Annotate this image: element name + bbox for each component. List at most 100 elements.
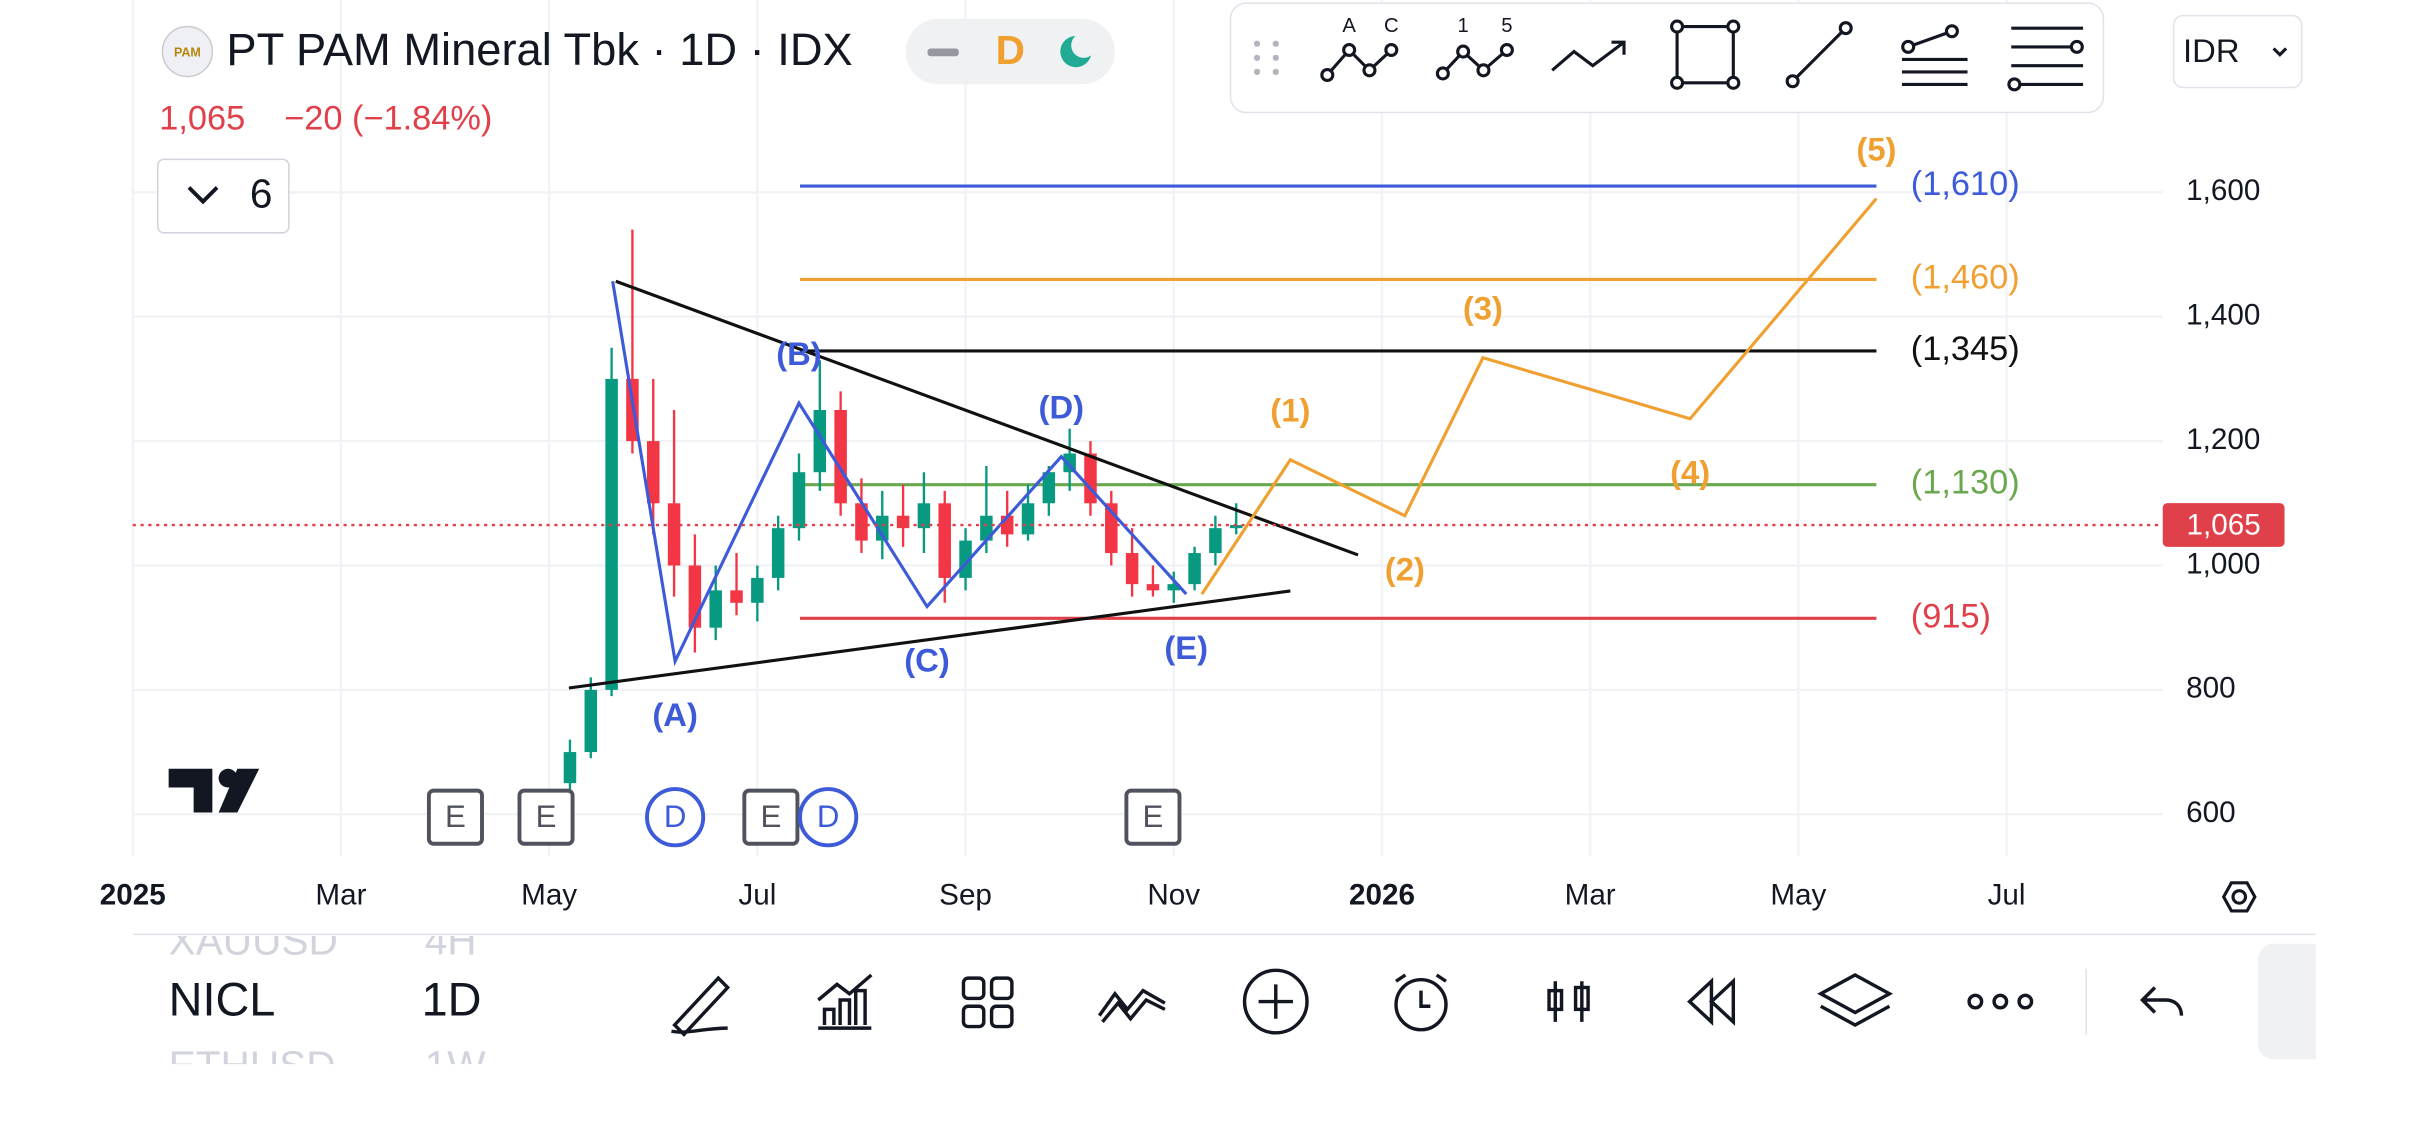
- abc-tool[interactable]: [1320, 42, 1399, 83]
- currency: IDR: [2183, 32, 2239, 69]
- wave-label: (2): [1385, 551, 1425, 588]
- faded-interval: 4H: [425, 917, 477, 963]
- event-marker: [798, 787, 859, 848]
- margin: [2315, 0, 2436, 1125]
- faded-interval: 1W: [425, 1042, 487, 1088]
- faded-symbol: ETHUSD: [169, 1042, 336, 1088]
- wave-label: (3): [1463, 290, 1503, 327]
- trendline-tool[interactable]: [1785, 21, 1853, 89]
- status-badge: D: [996, 27, 1025, 73]
- event-marker: [1124, 788, 1182, 846]
- bottom-interval[interactable]: 1D: [422, 973, 482, 1025]
- last-price-label: 1,065: [2187, 508, 2261, 541]
- x-tick-label: Mar: [1565, 879, 1616, 912]
- tool-label: A: [1342, 15, 1356, 37]
- wave-label: (C): [904, 641, 950, 678]
- axis-settings: [2231, 889, 2248, 905]
- currency-selector[interactable]: [2172, 14, 2303, 89]
- candle-body: [605, 378, 618, 690]
- y-tick-label: 1,200: [2186, 423, 2260, 456]
- tool-label: 5: [1501, 15, 1512, 37]
- drawing-toolbar: [1229, 2, 2105, 114]
- level-label: (1,610): [1911, 165, 2020, 203]
- symbol-title[interactable]: PT PAM Mineral Tbk · 1D · IDX: [226, 24, 852, 75]
- x-tick-label: 2025: [100, 879, 166, 912]
- session-icon: [1071, 32, 1097, 58]
- indicator-toggle[interactable]: [156, 158, 290, 234]
- candle-body: [667, 503, 681, 566]
- y-tick-label: 1,000: [2186, 547, 2260, 580]
- lines-tool[interactable]: [2007, 26, 2084, 92]
- path-tool[interactable]: [1551, 40, 1626, 72]
- tool-label: 1: [1458, 15, 1469, 37]
- wave-label: (A): [652, 696, 698, 733]
- candle-body: [876, 515, 889, 541]
- level-label: (915): [1911, 597, 1991, 635]
- event-marker: [742, 788, 800, 846]
- candle-body: [1021, 503, 1035, 535]
- level-label: (1,460): [1911, 258, 2020, 296]
- x-tick-label: Jul: [738, 879, 776, 912]
- status-pill[interactable]: [905, 18, 1115, 85]
- drag-handle: [1253, 40, 1279, 75]
- fib-tool[interactable]: [1901, 24, 1968, 86]
- impulse-tool[interactable]: [1435, 42, 1514, 81]
- x-tick-label: May: [1770, 879, 1826, 912]
- candle-body: [709, 590, 722, 628]
- x-tick-label: 2026: [1349, 879, 1415, 912]
- candle-body: [896, 515, 910, 529]
- x-tick-label: May: [521, 879, 577, 912]
- candle-body: [1167, 584, 1181, 591]
- candle-body: [646, 441, 660, 504]
- faded-symbol: XAUUSD: [169, 917, 338, 963]
- level-label: (1,130): [1911, 464, 2020, 502]
- candle-body: [938, 503, 951, 578]
- candle-body: [584, 689, 598, 753]
- tool-label: C: [1384, 15, 1399, 37]
- candle-body: [813, 409, 827, 473]
- logo-text: PAM: [174, 45, 201, 59]
- x-tick-label: Sep: [939, 879, 992, 912]
- rectangle-tool[interactable]: [1670, 19, 1741, 90]
- event-label: E: [536, 799, 557, 834]
- last-price-badge: [2162, 503, 2285, 547]
- indicator-count: 6: [250, 171, 273, 217]
- wave-label: (E): [1164, 629, 1208, 666]
- y-tick-label: 1,400: [2186, 299, 2260, 332]
- status-icon: [927, 48, 959, 57]
- candle-body: [751, 577, 764, 603]
- last-price: 1,065: [159, 99, 245, 137]
- event-label: E: [760, 799, 781, 834]
- event-marker: [426, 788, 484, 846]
- y-tick-label: 600: [2186, 796, 2235, 829]
- trendline: [615, 279, 1359, 557]
- event-marker: [645, 787, 706, 848]
- bottom-toolbar[interactable]: [671, 968, 2184, 1037]
- x-tick-label: Nov: [1147, 879, 1200, 912]
- candle-body: [730, 590, 743, 603]
- y-tick-label: 800: [2186, 672, 2235, 705]
- candle-body: [771, 528, 785, 578]
- level-label: (1,345): [1911, 330, 2020, 368]
- symbol-logo: [161, 25, 214, 78]
- candle-body: [1146, 584, 1160, 591]
- tradingview-logo: [168, 768, 260, 813]
- bottom-bar: XAUUSD 4H ETHUSD 1W: [169, 917, 487, 1088]
- plot-area: 600 800 1,000 1,200 1,400 1,600 2025 Mar May Jul S…: [100, 0, 2260, 912]
- event-label: E: [1143, 799, 1164, 834]
- candle-body: [1042, 472, 1056, 504]
- candle-body: [563, 752, 577, 784]
- axis-settings[interactable]: [2221, 881, 2257, 913]
- wave-label: (D): [1039, 388, 1085, 425]
- wave-label: (1): [1270, 392, 1310, 429]
- candle-body: [1229, 525, 1243, 529]
- x-tick-label: Mar: [315, 879, 366, 912]
- candle-body: [1209, 528, 1222, 554]
- event-label: D: [817, 799, 840, 834]
- candle-body: [917, 503, 931, 529]
- candle-body: [855, 503, 868, 541]
- bottom-symbol[interactable]: NICL: [169, 973, 276, 1025]
- x-tick-label: Jul: [1988, 879, 2026, 912]
